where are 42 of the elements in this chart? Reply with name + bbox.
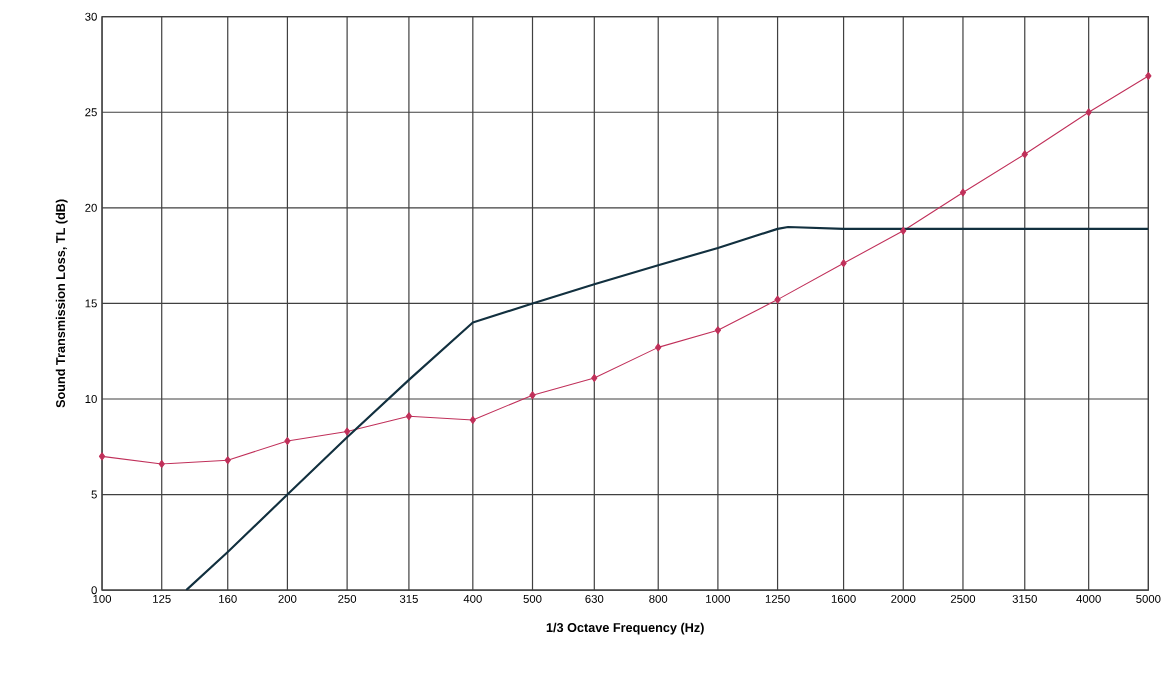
y-tick-label: 5 [91, 490, 97, 499]
y-tick-label: 25 [85, 108, 97, 117]
x-tick-label: 400 [463, 594, 482, 603]
x-tick-label: 160 [219, 594, 237, 603]
point [714, 326, 722, 335]
x-tick-label: 250 [338, 594, 357, 603]
point [900, 226, 907, 235]
point [343, 427, 351, 436]
x-tick-label: 500 [523, 594, 542, 603]
point [1145, 71, 1152, 80]
point [1021, 150, 1028, 159]
x-tick-label: 315 [399, 594, 418, 603]
y-tick-label: 20 [85, 203, 97, 212]
y-tick-label: 0 [91, 586, 97, 595]
x-tick-label: 5000 [1136, 594, 1161, 603]
x-tick-label: 4000 [1076, 594, 1101, 603]
point [405, 412, 413, 421]
y-tick-label: 10 [85, 394, 97, 403]
point [591, 373, 598, 382]
point [774, 295, 781, 304]
y-tick-label: 30 [85, 12, 97, 21]
y-axis-title: Sound Transmission Loss, TL (dB) [55, 199, 68, 408]
point [158, 459, 165, 468]
x-tick-label: 3150 [1012, 594, 1037, 603]
point [1085, 108, 1092, 117]
x-tick-label: 800 [649, 594, 668, 603]
x-tick-label: 100 [93, 594, 112, 603]
x-tick-label: 630 [585, 594, 604, 603]
x-tick-label: 1600 [831, 594, 856, 603]
point [959, 188, 967, 197]
x-tick-label: 2000 [891, 594, 916, 603]
point [469, 415, 476, 424]
x-tick-label: 1000 [706, 594, 731, 603]
x-tick-label: 200 [278, 594, 297, 603]
point [284, 436, 291, 445]
point [529, 391, 536, 400]
y-tick-label: 15 [85, 299, 97, 308]
x-axis-title: 1/3 Octave Frequency (Hz) [546, 622, 704, 635]
x-tick-label: 2500 [950, 594, 976, 603]
x-tick-label: 125 [153, 594, 171, 603]
point [98, 452, 106, 461]
x-tick-label: 1250 [765, 594, 790, 603]
